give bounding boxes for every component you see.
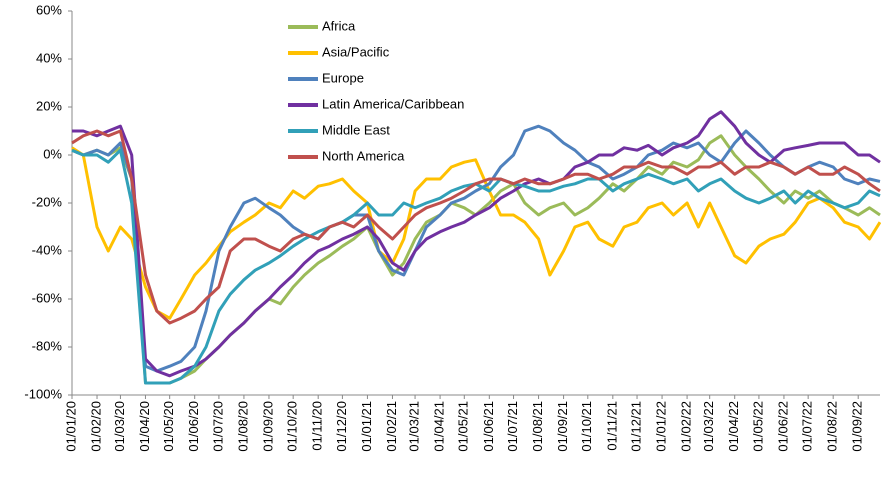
x-tick-label: 01/04/22 <box>726 401 741 452</box>
x-tick-label: 01/05/22 <box>750 401 765 452</box>
x-tick-label: 01/06/20 <box>186 401 201 452</box>
y-tick-label: -20% <box>32 194 63 209</box>
x-tick-label: 01/01/21 <box>359 401 374 452</box>
x-tick-label: 01/08/21 <box>530 401 545 452</box>
x-tick-label: 01/02/20 <box>88 401 103 452</box>
x-tick-label: 01/05/20 <box>161 401 176 452</box>
x-tick-label: 01/07/22 <box>800 401 815 452</box>
x-tick-label: 01/10/21 <box>579 401 594 452</box>
x-tick-label: 01/09/22 <box>850 401 865 452</box>
x-tick-label: 01/03/22 <box>701 401 716 452</box>
x-tick-label: 01/12/20 <box>334 401 349 452</box>
x-tick-label: 01/12/21 <box>628 401 643 452</box>
x-tick-label: 01/07/21 <box>505 401 520 452</box>
legend-label: Latin America/Caribbean <box>322 96 464 111</box>
x-tick-label: 01/06/22 <box>775 401 790 452</box>
x-tick-label: 01/05/21 <box>456 401 471 452</box>
x-tick-label: 01/11/20 <box>310 401 325 451</box>
x-tick-label: 01/04/20 <box>137 401 152 452</box>
y-tick-label: -80% <box>32 338 63 353</box>
legend-label: Africa <box>322 18 356 33</box>
x-tick-label: 01/04/21 <box>432 401 447 452</box>
x-tick-label: 01/03/20 <box>112 401 127 452</box>
y-tick-label: -100% <box>24 386 62 401</box>
x-tick-label: 01/09/21 <box>555 401 570 452</box>
y-tick-label: 40% <box>36 50 62 65</box>
x-tick-label: 01/03/21 <box>406 401 421 452</box>
x-tick-label: 01/02/21 <box>384 401 399 452</box>
x-tick-label: 01/09/20 <box>260 401 275 452</box>
y-tick-label: 0% <box>43 146 62 161</box>
legend-label: Asia/Pacific <box>322 44 390 59</box>
legend-label: North America <box>322 148 405 163</box>
y-tick-label: 20% <box>36 98 62 113</box>
x-tick-label: 01/02/22 <box>679 401 694 452</box>
x-tick-label: 01/01/22 <box>653 401 668 452</box>
legend-label: Europe <box>322 70 364 85</box>
series-line <box>72 110 881 378</box>
x-tick-label: 01/01/20 <box>63 401 78 452</box>
x-tick-label: 01/06/21 <box>481 401 496 452</box>
y-tick-label: -60% <box>32 290 63 305</box>
series-line <box>71 129 881 325</box>
x-tick-label: 01/10/20 <box>285 401 300 452</box>
x-tick-label: 01/08/22 <box>825 401 840 452</box>
y-tick-label: 60% <box>36 2 62 17</box>
series-line <box>71 124 881 373</box>
y-tick-label: -40% <box>32 242 63 257</box>
x-tick-label: 01/08/20 <box>235 401 250 452</box>
legend-label: Middle East <box>322 122 390 137</box>
series-line <box>71 134 881 385</box>
x-tick-label: 01/07/20 <box>210 401 225 452</box>
x-tick-label: 01/11/21 <box>604 401 619 451</box>
series-line <box>71 146 881 320</box>
